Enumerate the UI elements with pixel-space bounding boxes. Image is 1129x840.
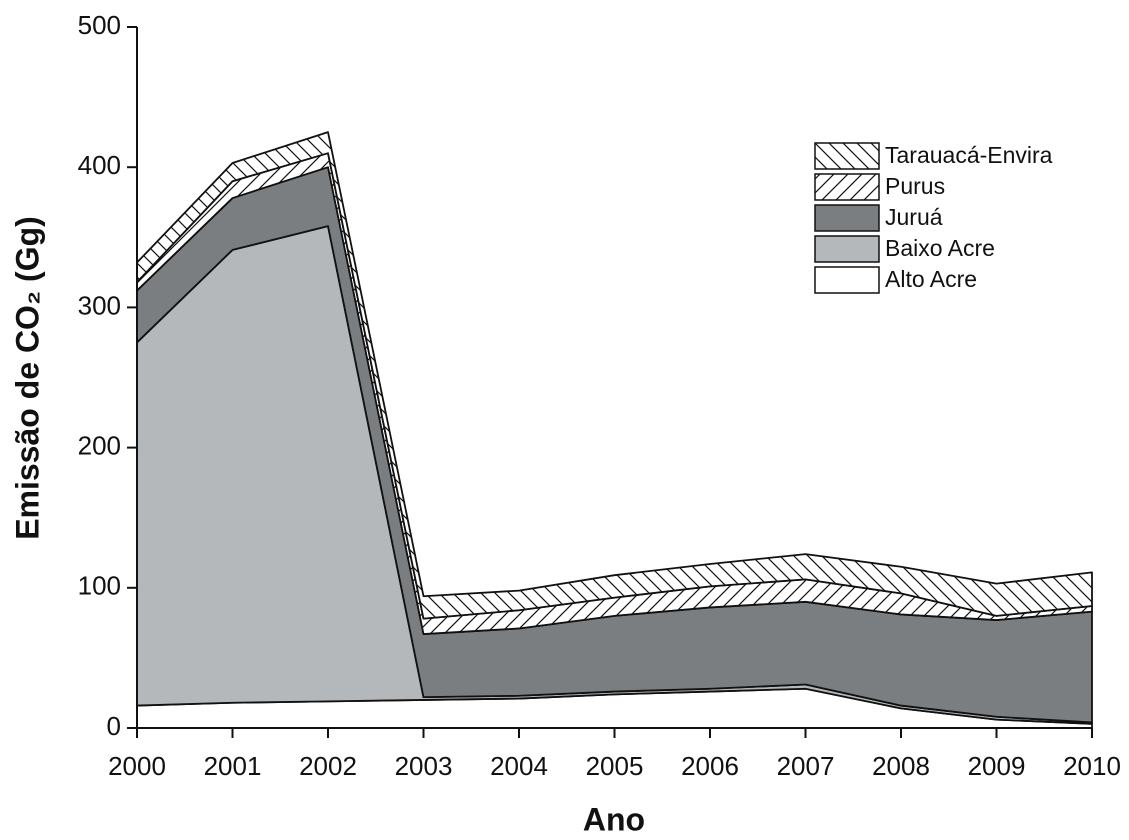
y-tick-label: 300 bbox=[78, 290, 121, 320]
x-tick-label: 2007 bbox=[777, 751, 835, 781]
legend-swatch bbox=[814, 204, 880, 232]
x-tick-label: 2010 bbox=[1063, 751, 1121, 781]
x-tick-label: 2004 bbox=[490, 751, 548, 781]
legend-swatch bbox=[814, 173, 880, 201]
x-tick-label: 2006 bbox=[681, 751, 739, 781]
legend-swatch bbox=[814, 142, 880, 170]
y-tick-label: 100 bbox=[78, 571, 121, 601]
y-tick-label: 200 bbox=[78, 430, 121, 460]
x-tick-label: 2001 bbox=[204, 751, 262, 781]
legend-swatch bbox=[814, 235, 880, 263]
x-tick-label: 2000 bbox=[108, 751, 166, 781]
legend-label: Tarauacá-Envira bbox=[885, 142, 1053, 168]
x-tick-label: 2008 bbox=[872, 751, 930, 781]
x-tick-label: 2005 bbox=[586, 751, 644, 781]
x-tick-label: 2009 bbox=[968, 751, 1026, 781]
legend-label: Juruá bbox=[885, 204, 943, 230]
legend-swatch bbox=[814, 266, 880, 294]
legend-label: Baixo Acre bbox=[885, 235, 995, 261]
y-tick-label: 400 bbox=[78, 150, 121, 180]
legend-label: Purus bbox=[885, 173, 945, 199]
y-axis-title: Emissão de CO₂ (Gg) bbox=[9, 216, 45, 540]
x-tick-label: 2002 bbox=[299, 751, 357, 781]
y-tick-label: 500 bbox=[78, 10, 121, 40]
area bbox=[136, 131, 1093, 620]
legend-label: Alto Acre bbox=[885, 266, 977, 292]
y-tick-label: 0 bbox=[107, 711, 121, 741]
x-tick-label: 2003 bbox=[395, 751, 453, 781]
x-axis-title: Ano bbox=[583, 801, 645, 837]
